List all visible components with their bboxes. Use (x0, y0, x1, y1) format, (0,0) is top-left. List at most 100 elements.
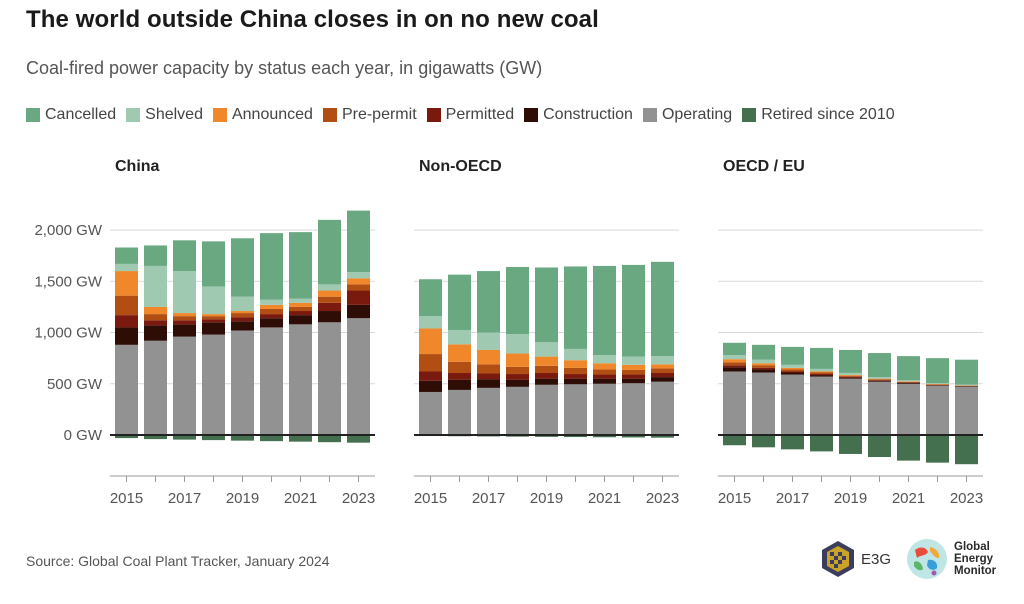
bar-non-oecd-2016-announced (448, 344, 471, 362)
bar-china-2021-operating (289, 324, 312, 435)
bar-non-oecd-2019-pre-permit (535, 365, 558, 374)
legend-swatch (426, 108, 441, 122)
bar-china-2018-shelved (202, 286, 225, 315)
bar-non-oecd-2019-cancelled (535, 267, 558, 343)
bar-oecd-eu-2022-shelved (926, 383, 949, 384)
bar-non-oecd-2022-permitted (622, 374, 645, 379)
bar-china-2021-permitted (289, 311, 312, 316)
bar-china-2016-shelved (144, 265, 167, 307)
bar-oecd-eu-2021-cancelled (897, 356, 920, 381)
bar-non-oecd-2020-cancelled (564, 266, 587, 349)
bar-oecd-eu-2017-pre-permit (781, 369, 804, 372)
legend-swatch (742, 108, 757, 122)
x-tick-label: 2021 (892, 490, 925, 507)
legend-item-operating: Operating (642, 106, 732, 124)
bar-china-2018-construction (202, 322, 225, 335)
bar-non-oecd-2022-construction (622, 378, 645, 384)
bar-china-2020-announced (260, 304, 283, 309)
bar-china-2018-pre-permit (202, 316, 225, 320)
bar-oecd-eu-2020-permitted (868, 380, 891, 381)
gem-logo: Global Energy Monitor (906, 538, 996, 580)
gem-logo-word-3: Monitor (954, 565, 997, 577)
bar-oecd-eu-2022-cancelled (926, 358, 949, 384)
bar-non-oecd-2018-cancelled (506, 266, 529, 335)
bar-non-oecd-2015-shelved (419, 316, 442, 329)
legend-label: Announced (231, 106, 313, 123)
bar-oecd-eu-2023-construction (955, 386, 978, 387)
bar-china-2015-pre-permit (115, 295, 138, 316)
bar-non-oecd-2020-retired (564, 435, 587, 438)
bar-oecd-eu-2018-permitted (810, 374, 833, 376)
bar-china-2015-retired (115, 435, 138, 439)
bar-non-oecd-2015-permitted (419, 371, 442, 381)
bar-non-oecd-2018-permitted (506, 374, 529, 380)
bar-non-oecd-2022-retired (622, 435, 645, 438)
bar-oecd-eu-2023-operating (955, 386, 978, 435)
bar-non-oecd-2023-operating (651, 381, 674, 435)
bar-china-2020-retired (260, 435, 283, 442)
y-tick-label: 0 GW (64, 427, 103, 444)
bar-non-oecd-2015-pre-permit (419, 354, 442, 372)
bar-china-2022-operating (318, 322, 341, 435)
bar-china-2022-pre-permit (318, 296, 341, 303)
bar-oecd-eu-2021-permitted (897, 382, 920, 383)
bar-oecd-eu-2021-construction (897, 382, 920, 384)
legend-label: Shelved (145, 106, 203, 123)
bar-china-2017-announced (173, 313, 196, 317)
bar-china-2021-pre-permit (289, 306, 312, 312)
bar-oecd-eu-2020-shelved (868, 377, 891, 379)
bar-china-2022-retired (318, 435, 341, 443)
legend-item-announced: Announced (212, 106, 313, 124)
bar-oecd-eu-2017-permitted (781, 371, 804, 373)
bar-non-oecd-2019-permitted (535, 373, 558, 379)
bar-china-2022-construction (318, 311, 341, 323)
legend-label: Retired since 2010 (761, 106, 895, 123)
y-tick-label: 2,000 GW (34, 222, 102, 239)
legend: Cancelled Shelved Announced Pre-permit Permi… (26, 106, 895, 124)
x-tick-label: 2015 (110, 490, 143, 507)
legend-swatch (322, 108, 337, 122)
bar-china-2017-construction (173, 324, 196, 337)
bar-china-2017-retired (173, 435, 196, 440)
bar-oecd-eu-2021-operating (897, 383, 920, 435)
bar-oecd-eu-2018-operating (810, 376, 833, 435)
bar-non-oecd-2016-operating (448, 389, 471, 435)
bar-oecd-eu-2015-announced (723, 359, 746, 363)
x-tick-label: 2023 (950, 490, 983, 507)
bar-oecd-eu-2021-retired (897, 435, 920, 461)
bar-china-2015-announced (115, 271, 138, 296)
legend-label: Permitted (445, 106, 515, 123)
gem-logo-word-1: Global (954, 541, 990, 553)
bar-china-2019-shelved (231, 296, 254, 312)
bar-oecd-eu-2016-shelved (752, 359, 775, 364)
bar-oecd-eu-2017-announced (781, 367, 804, 370)
bar-china-2020-cancelled (260, 233, 283, 300)
bar-oecd-eu-2015-retired (723, 435, 746, 446)
bar-oecd-eu-2021-shelved (897, 380, 920, 382)
bar-oecd-eu-2016-permitted (752, 367, 775, 370)
bar-oecd-eu-2016-construction (752, 369, 775, 373)
x-tick-label: 2019 (530, 490, 563, 507)
bar-china-2016-permitted (144, 320, 167, 326)
panel-title-non-oecd: Non-OECD (419, 158, 502, 175)
bar-oecd-eu-2019-pre-permit (839, 375, 862, 377)
bar-china-2018-permitted (202, 319, 225, 323)
legend-swatch (126, 108, 141, 122)
bar-oecd-eu-2023-cancelled (955, 359, 978, 385)
legend-swatch (642, 108, 657, 122)
bar-china-2019-permitted (231, 317, 254, 322)
bar-china-2020-permitted (260, 314, 283, 319)
bar-oecd-eu-2022-retired (926, 435, 949, 463)
legend-label: Pre-permit (341, 106, 417, 123)
bar-oecd-eu-2020-retired (868, 435, 891, 458)
legend-label: Construction (543, 106, 633, 123)
bar-oecd-eu-2023-shelved (955, 384, 978, 386)
bar-china-2019-pre-permit (231, 313, 254, 318)
bar-china-2017-shelved (173, 271, 196, 314)
bar-non-oecd-2023-construction (651, 377, 674, 382)
bar-non-oecd-2018-shelved (506, 334, 529, 354)
bar-oecd-eu-2019-permitted (839, 376, 862, 378)
y-tick-label: 500 GW (47, 376, 103, 393)
chart-title: The world outside China closes in on no … (26, 6, 599, 33)
bar-oecd-eu-2019-cancelled (839, 349, 862, 373)
